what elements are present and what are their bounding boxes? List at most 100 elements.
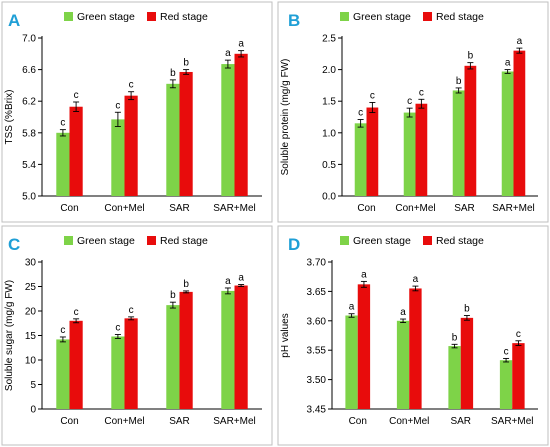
- legend-swatch: [423, 12, 432, 21]
- x-category-label: Con+Mel: [389, 416, 429, 427]
- significance-label: c: [74, 307, 79, 318]
- legend-label: Green stage: [353, 235, 411, 247]
- bar: [357, 284, 371, 409]
- bar: [56, 339, 70, 409]
- legend-swatch: [147, 12, 156, 21]
- x-category-label: SAR+Mel: [213, 203, 256, 214]
- significance-label: c: [60, 118, 65, 129]
- x-category-label: Con: [60, 203, 78, 214]
- panel-b: B Green stage Red stage Soluble protein (mg…: [277, 1, 549, 223]
- legend-label: Green stage: [77, 11, 135, 23]
- significance-label: b: [464, 304, 470, 315]
- y-tick-label: 5.4: [22, 160, 36, 171]
- significance-label: a: [517, 36, 523, 47]
- legend-label: Red stage: [436, 11, 484, 23]
- significance-label: c: [407, 96, 412, 107]
- significance-label: b: [452, 332, 458, 343]
- y-tick-label: 3.60: [307, 316, 327, 327]
- bar: [166, 83, 180, 196]
- significance-label: a: [225, 276, 231, 287]
- bar: [452, 90, 465, 196]
- significance-label: c: [419, 87, 424, 98]
- bar: [179, 291, 193, 409]
- legend-swatch: [147, 236, 156, 245]
- bar: [345, 315, 358, 409]
- bar: [366, 107, 379, 196]
- bar: [124, 95, 138, 196]
- y-tick-label: 2.0: [322, 65, 336, 76]
- bar: [69, 106, 83, 196]
- y-tick-label: 0: [30, 405, 36, 416]
- significance-label: b: [183, 279, 189, 290]
- y-tick-label: 5.8: [22, 128, 36, 139]
- y-tick-label: 15: [25, 331, 37, 342]
- x-category-label: SAR: [169, 203, 190, 214]
- significance-label: b: [170, 68, 176, 79]
- significance-label: c: [129, 305, 134, 316]
- legend: Green stage Red stage: [64, 235, 208, 247]
- y-tick-label: 7.0: [22, 34, 36, 45]
- bar: [166, 305, 180, 409]
- bar: [460, 317, 474, 409]
- panel-letter: C: [8, 235, 20, 254]
- y-axis-title: pH values: [280, 313, 291, 357]
- y-tick-label: 3.50: [307, 375, 327, 386]
- significance-label: b: [183, 58, 189, 69]
- legend-swatch: [340, 12, 349, 21]
- significance-label: a: [413, 274, 419, 285]
- y-axis-title: Soluble protein (mg/g FW): [280, 59, 291, 176]
- significance-label: c: [60, 325, 65, 336]
- y-tick-label: 25: [25, 282, 37, 293]
- bar: [56, 132, 70, 196]
- significance-label: b: [456, 76, 462, 87]
- bar: [69, 320, 83, 409]
- significance-label: c: [74, 90, 79, 101]
- legend: Green stage Red stage: [64, 11, 208, 23]
- bar: [448, 346, 461, 409]
- bar: [179, 71, 193, 196]
- legend-label: Red stage: [160, 11, 208, 23]
- bar: [415, 103, 428, 196]
- x-category-label: SAR: [169, 416, 190, 427]
- bar: [234, 53, 248, 196]
- significance-label: b: [170, 290, 176, 301]
- x-category-label: Con: [357, 203, 375, 214]
- significance-label: c: [129, 80, 134, 91]
- legend-swatch: [64, 236, 73, 245]
- y-tick-label: 5: [30, 380, 36, 391]
- bar: [111, 119, 125, 196]
- significance-label: a: [225, 48, 231, 59]
- significance-label: b: [468, 51, 474, 62]
- y-axis-title: TSS (%Brix): [4, 90, 15, 145]
- y-tick-label: 1.5: [322, 97, 336, 108]
- y-tick-label: 30: [25, 258, 37, 269]
- panel-d: D Green stage Red stage pH values 3.45 3.50 3.…: [277, 225, 549, 446]
- legend-label: Green stage: [77, 235, 135, 247]
- legend-swatch: [423, 236, 432, 245]
- significance-label: c: [370, 90, 375, 101]
- significance-label: a: [505, 58, 511, 69]
- x-category-label: SAR: [450, 416, 471, 427]
- x-category-label: Con+Mel: [104, 203, 144, 214]
- significance-label: a: [400, 307, 406, 318]
- bar: [513, 50, 526, 196]
- legend-label: Green stage: [353, 11, 411, 23]
- significance-label: c: [115, 323, 120, 334]
- legend-label: Red stage: [160, 235, 208, 247]
- bar: [354, 123, 367, 196]
- y-tick-label: 1.0: [322, 128, 336, 139]
- significance-label: c: [516, 329, 521, 340]
- legend-swatch: [340, 236, 349, 245]
- y-tick-label: 3.55: [307, 346, 327, 357]
- x-category-label: Con+Mel: [104, 416, 144, 427]
- panel-letter: B: [288, 11, 300, 30]
- significance-label: a: [349, 302, 355, 313]
- y-tick-label: 3.70: [307, 258, 327, 269]
- y-tick-label: 3.45: [307, 405, 327, 416]
- x-category-label: Con+Mel: [395, 203, 435, 214]
- y-tick-label: 6.2: [22, 97, 36, 108]
- y-tick-label: 0.0: [322, 192, 336, 203]
- bar: [111, 336, 125, 409]
- significance-label: c: [115, 100, 120, 111]
